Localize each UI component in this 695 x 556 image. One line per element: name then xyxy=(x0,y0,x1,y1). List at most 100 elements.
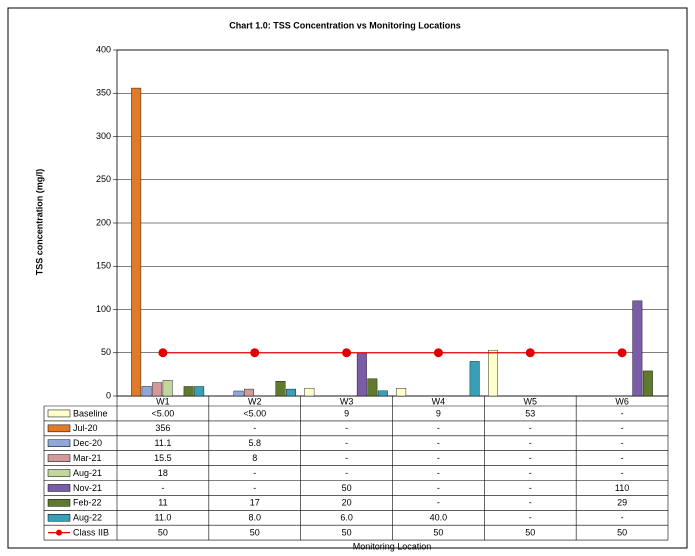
legend-key xyxy=(47,454,71,462)
chart-title: Chart 1.0: TSS Concentration vs Monitori… xyxy=(229,20,461,30)
table-cell: - xyxy=(161,483,164,493)
table-cell: 53 xyxy=(525,408,535,418)
chart-border xyxy=(7,7,688,549)
table-cell: - xyxy=(621,408,624,418)
table-cell: 20 xyxy=(342,498,352,508)
legend-label: Aug-22 xyxy=(73,513,102,523)
line-marker xyxy=(525,348,535,358)
legend-key xyxy=(47,439,71,447)
legend-label: Nov-21 xyxy=(73,483,102,493)
table-cell: - xyxy=(345,423,348,433)
legend-label: Class IIB xyxy=(73,528,109,538)
table-cell: - xyxy=(437,423,440,433)
table-cell: 110 xyxy=(615,483,629,493)
line-marker xyxy=(250,348,260,358)
table-cell: - xyxy=(437,438,440,448)
table-cell: - xyxy=(621,468,624,478)
table-cell: - xyxy=(253,423,256,433)
table-cell: - xyxy=(529,468,532,478)
y-tick-label: 200 xyxy=(96,217,111,227)
table-cell: - xyxy=(621,453,624,463)
legend-key xyxy=(56,529,62,536)
table-cell: 29 xyxy=(617,498,627,508)
table-cell: 15.5 xyxy=(154,453,172,463)
y-tick-label: 50 xyxy=(101,347,111,357)
legend-label: Feb-22 xyxy=(73,498,102,508)
bar xyxy=(642,370,653,397)
bar xyxy=(286,388,296,397)
bar xyxy=(244,388,254,397)
bar xyxy=(162,380,173,397)
table-cell: - xyxy=(621,423,624,433)
bar xyxy=(183,386,194,397)
x-tick-label: W1 xyxy=(156,396,170,406)
bar xyxy=(141,386,152,397)
table-cell: 17 xyxy=(250,498,260,508)
table-cell: - xyxy=(437,468,440,478)
table-cell: 50 xyxy=(158,528,168,538)
line-marker xyxy=(617,348,627,358)
bar xyxy=(632,300,643,397)
table-cell: - xyxy=(253,483,256,493)
legend-key xyxy=(47,409,71,418)
table-cell: 50 xyxy=(342,483,352,493)
table-cell: - xyxy=(345,438,348,448)
bar xyxy=(233,390,244,397)
bar xyxy=(152,382,163,397)
table-cell: 50 xyxy=(617,528,627,538)
table-cell: 9 xyxy=(436,408,441,418)
table-cell: - xyxy=(529,498,532,508)
legend-key xyxy=(47,499,71,507)
table-cell: 11 xyxy=(158,498,167,508)
y-tick-label: 300 xyxy=(96,131,111,141)
bar xyxy=(356,352,367,397)
table-cell: 40.0 xyxy=(430,513,448,523)
legend-key xyxy=(47,484,71,492)
y-axis-label: TSS concentration (mg/l) xyxy=(34,169,44,276)
table-cell: - xyxy=(253,468,256,478)
table-cell: 356 xyxy=(155,423,170,433)
table-cell: 50 xyxy=(342,528,352,538)
legend-label: Jul-20 xyxy=(73,423,98,433)
y-tick-label: 400 xyxy=(96,44,111,54)
bar xyxy=(396,388,407,397)
x-tick-label: W4 xyxy=(432,396,446,406)
y-tick-label: 100 xyxy=(96,304,111,314)
table-cell: - xyxy=(529,438,532,448)
table-cell: - xyxy=(345,453,348,463)
bar xyxy=(131,87,142,397)
line-marker xyxy=(433,348,443,358)
bar xyxy=(469,361,480,397)
table-cell: 8.0 xyxy=(248,513,261,523)
table-cell: - xyxy=(529,453,532,463)
legend-label: Dec-20 xyxy=(73,438,102,448)
line-marker xyxy=(342,348,352,358)
table-cell: 9 xyxy=(344,408,349,418)
legend-label: Baseline xyxy=(73,408,108,418)
legend-key xyxy=(47,424,71,433)
table-cell: - xyxy=(529,483,532,493)
table-cell: <5.00 xyxy=(152,408,175,418)
bar xyxy=(367,378,378,397)
table-cell: 11.1 xyxy=(154,438,171,448)
table-cell: - xyxy=(345,468,348,478)
table-cell: 8 xyxy=(252,453,257,463)
table-cell: - xyxy=(529,513,532,523)
table-cell: - xyxy=(437,453,440,463)
table-cell: 5.8 xyxy=(248,438,261,448)
bar xyxy=(194,386,205,397)
table-cell: - xyxy=(437,483,440,493)
x-tick-label: W2 xyxy=(248,396,262,406)
y-tick-label: 350 xyxy=(96,88,111,98)
y-tick-label: 0 xyxy=(106,390,111,400)
bar xyxy=(488,349,498,397)
legend-label: Mar-21 xyxy=(73,453,102,463)
table-cell: 6.0 xyxy=(340,513,353,523)
table-cell: - xyxy=(621,513,624,523)
bar xyxy=(304,388,315,397)
legend-label: Aug-21 xyxy=(73,468,102,478)
table-cell: - xyxy=(621,438,624,448)
table-cell: 18 xyxy=(158,468,168,478)
bar xyxy=(275,381,286,397)
